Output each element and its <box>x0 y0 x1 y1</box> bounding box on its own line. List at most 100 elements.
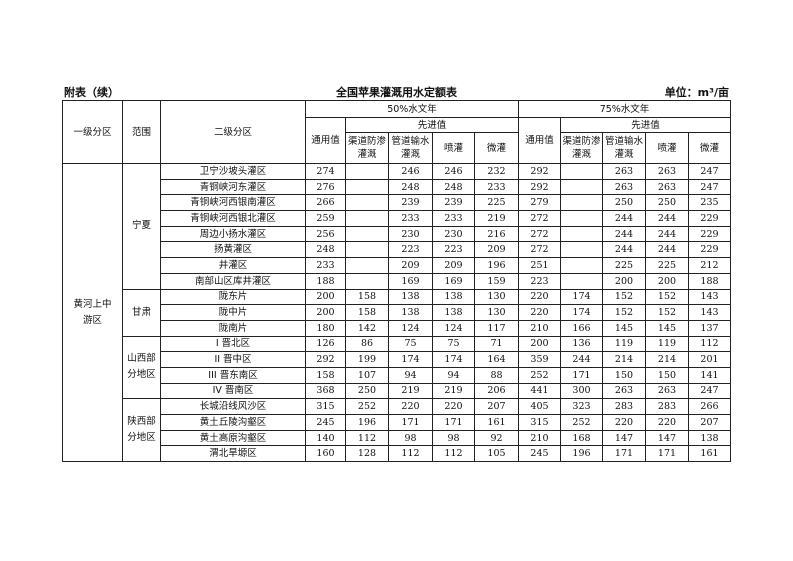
table-row: 南部山区库井灌区 188 169 169 159 223 200 200 188 <box>63 272 731 290</box>
quota-value: 359 <box>518 351 561 368</box>
table-row: 山西部 分地区 I 晋北区 126 86 75 75 71 200 136 119 119 112 <box>63 335 731 400</box>
quota-value <box>345 210 389 227</box>
irrigation-quota-table: 一级分区 范围 二级分区 50%水文年 75%水文年 通用值 先进值 通用值 先… <box>62 100 731 463</box>
quota-value: 207 <box>474 398 519 415</box>
level2-region: I 晋北区 <box>160 335 306 353</box>
level2-region: 陇南片 <box>160 319 306 337</box>
quota-value: 274 <box>305 163 346 180</box>
table-row: 黄土丘陵沟壑区 245 196 171 171 161 315 252 220 220 207 <box>63 414 731 431</box>
quota-value: 150 <box>602 366 646 384</box>
quota-value: 245 <box>518 445 561 463</box>
quota-value: 119 <box>645 335 689 353</box>
quota-value: 210 <box>518 429 561 447</box>
quota-value: 209 <box>432 257 475 274</box>
quota-value: 145 <box>645 319 689 337</box>
quota-value: 220 <box>388 398 433 415</box>
table-row: IV 晋南区 368 250 219 219 206 441 300 263 263 247 <box>63 382 731 400</box>
table-row: 青铜峡河西银北灌区 259 233 233 219 272 244 244 229 <box>63 210 731 227</box>
header-sprinkler-75: 喷灌 <box>645 132 689 164</box>
quota-value: 124 <box>388 319 433 337</box>
quota-value: 220 <box>518 304 561 321</box>
quota-value: 158 <box>305 366 346 384</box>
quota-value: 209 <box>388 257 433 274</box>
quota-value: 124 <box>432 319 475 337</box>
quota-value: 246 <box>432 163 475 180</box>
quota-value: 138 <box>688 429 731 447</box>
quota-value: 94 <box>432 366 475 384</box>
level2-region: 渭北旱塬区 <box>160 445 306 463</box>
header-p75: 75%水文年 <box>518 100 731 118</box>
header-general-50: 通用值 <box>305 117 346 164</box>
header-pipe-50: 管道输水灌溉 <box>388 132 433 164</box>
level2-region: 黄土丘陵沟壑区 <box>160 414 306 431</box>
quota-value: 140 <box>305 429 346 447</box>
quota-value: 233 <box>388 210 433 227</box>
quota-value: 206 <box>474 382 519 400</box>
quota-value: 196 <box>345 414 389 431</box>
level2-region: 扬黄灌区 <box>160 241 306 259</box>
quota-value: 171 <box>645 445 689 463</box>
header-canal-75: 渠道防渗灌溉 <box>560 132 603 164</box>
quota-value: 128 <box>345 445 389 463</box>
quota-value: 137 <box>688 319 731 337</box>
quota-value: 169 <box>432 272 475 290</box>
header-micro-50: 微灌 <box>474 132 519 164</box>
quota-value: 248 <box>432 178 475 196</box>
quota-value: 250 <box>345 382 389 400</box>
quota-value: 263 <box>602 163 646 180</box>
quota-value: 244 <box>645 241 689 259</box>
quota-value <box>560 178 603 196</box>
quota-value: 283 <box>645 398 689 415</box>
quota-value: 229 <box>688 225 731 243</box>
quota-value: 188 <box>305 272 346 290</box>
quota-value <box>345 257 389 274</box>
quota-value <box>345 178 389 196</box>
quota-value: 158 <box>345 304 389 321</box>
quota-value: 75 <box>388 335 433 353</box>
quota-value: 147 <box>645 429 689 447</box>
quota-value: 174 <box>432 351 475 368</box>
quota-value <box>560 225 603 243</box>
quota-value <box>560 210 603 227</box>
quota-value: 251 <box>518 257 561 274</box>
quota-value: 292 <box>518 163 561 180</box>
quota-value: 232 <box>474 163 519 180</box>
quota-value: 71 <box>474 335 519 353</box>
quota-value: 229 <box>688 210 731 227</box>
header-advanced-75: 先进值 <box>560 117 731 133</box>
quota-value: 119 <box>602 335 646 353</box>
quota-value: 216 <box>474 225 519 243</box>
table-title: 全国苹果灌溉用水定额表 <box>336 86 457 99</box>
quota-value: 229 <box>688 241 731 259</box>
quota-value: 199 <box>345 351 389 368</box>
quota-value: 88 <box>474 366 519 384</box>
quota-value: 161 <box>474 414 519 431</box>
quota-value: 180 <box>305 319 346 337</box>
quota-value: 141 <box>688 366 731 384</box>
quota-value: 263 <box>645 163 689 180</box>
quota-value: 441 <box>518 382 561 400</box>
level2-region: 井灌区 <box>160 257 306 274</box>
appendix-label: 附表（续） <box>64 86 119 99</box>
quota-value: 130 <box>474 288 519 306</box>
quota-value: 272 <box>518 210 561 227</box>
quota-value: 220 <box>432 398 475 415</box>
quota-value <box>345 272 389 290</box>
table-row: 陇中片 200 158 138 138 130 220 174 152 152 143 <box>63 304 731 321</box>
quota-value: 219 <box>474 210 519 227</box>
table-row: II 晋中区 292 199 174 174 164 359 244 214 214 201 <box>63 351 731 368</box>
quota-value: 223 <box>388 241 433 259</box>
quota-value: 200 <box>645 272 689 290</box>
header-level1: 一级分区 <box>62 100 123 164</box>
table-row: 井灌区 233 209 209 196 251 225 225 212 <box>63 257 731 274</box>
level2-region: II 晋中区 <box>160 351 306 368</box>
quota-value: 223 <box>518 272 561 290</box>
quota-value: 107 <box>345 366 389 384</box>
header-p50: 50%水文年 <box>305 100 519 118</box>
quota-value: 283 <box>602 398 646 415</box>
quota-value: 247 <box>688 382 731 400</box>
quota-value: 160 <box>305 445 346 463</box>
quota-value: 112 <box>688 335 731 353</box>
quota-value <box>345 241 389 259</box>
quota-value: 152 <box>645 288 689 306</box>
